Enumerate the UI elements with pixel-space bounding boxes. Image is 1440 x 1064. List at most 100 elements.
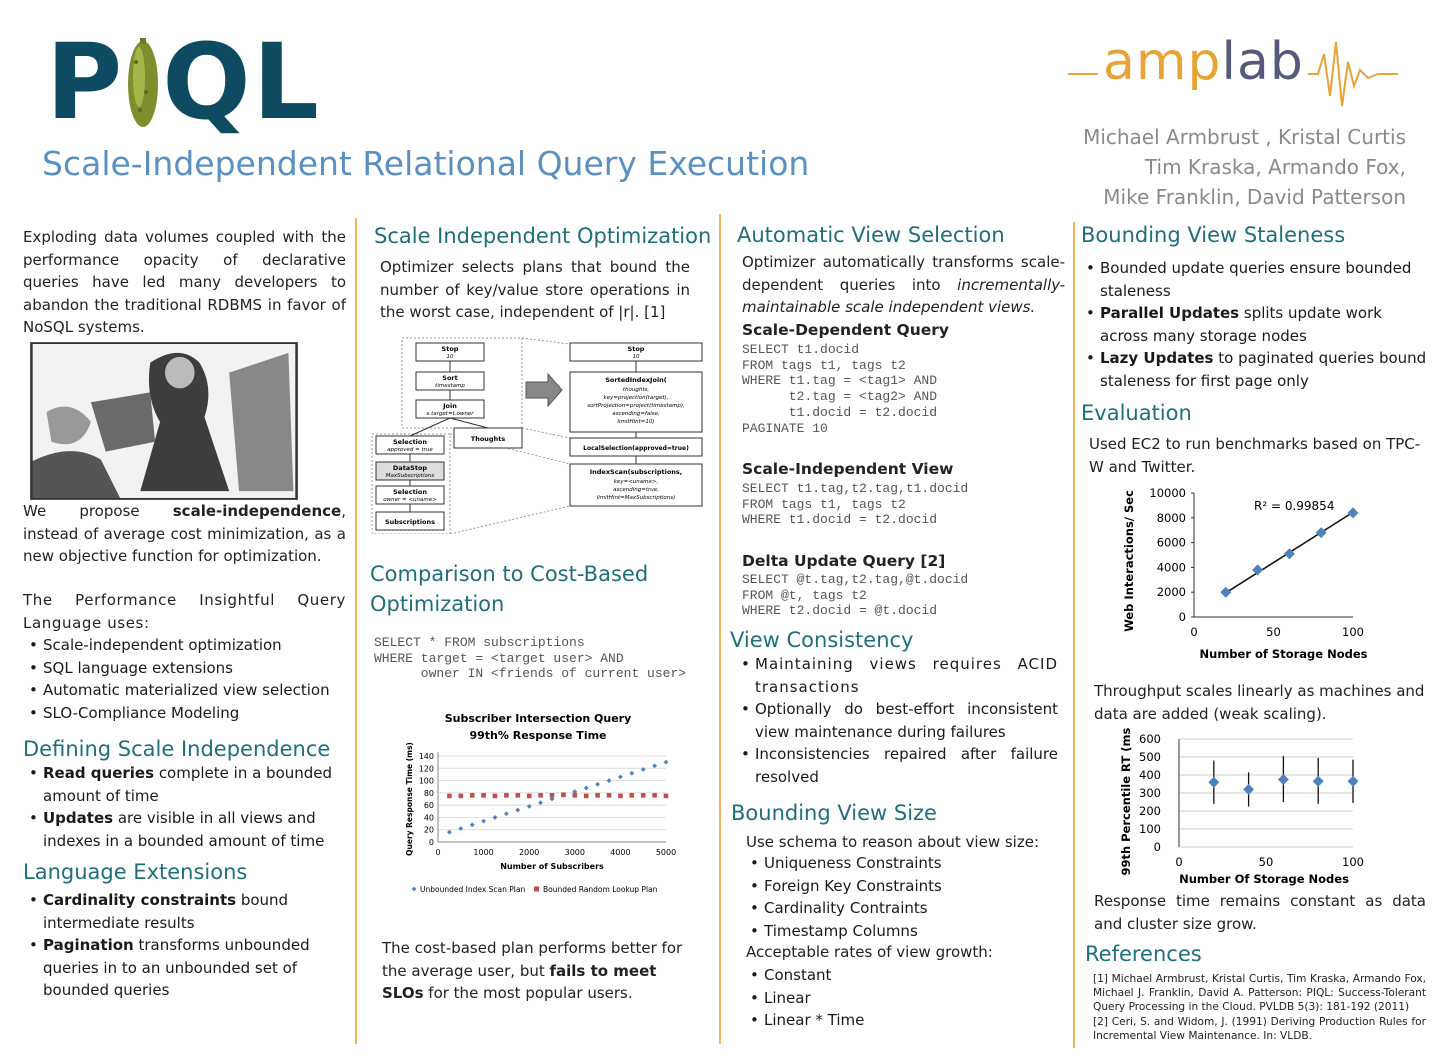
sdq-sql: SELECT t1.docid FROM tags t1, tags t2 WH… [742,342,938,436]
data-point [447,793,452,799]
comparison-paragraph: The cost-based plan performs better for … [382,937,697,1005]
data-point [640,767,646,772]
list-item: Timestamp Columns [746,920,1046,943]
language-list: Cardinality constraints bound intermedia… [25,889,325,1002]
data-point [561,792,566,797]
plan-node-selection: Selection approved = true [375,435,445,455]
y-tick-label: 20 [424,826,434,835]
evaluation-paragraph: Used EC2 to run benchmarks based on TPC-… [1089,435,1421,476]
data-point [572,789,578,795]
bvs-list: Uniqueness Constraints Foreign Key Const… [746,852,1046,942]
column-divider [355,218,357,1044]
data-point [458,826,464,831]
item-bold: Lazy Updates [1100,349,1214,367]
list-item: Linear * Time [746,1009,1046,1032]
data-point [538,793,543,798]
arrow-right-icon [525,372,563,408]
svg-text:LocalSelection(approved=true): LocalSelection(approved=true) [583,445,689,452]
duq-heading: Delta Update Query [2] [742,552,946,570]
author-line: Michael Armbrust , Kristal Curtis [1083,125,1406,149]
y-axis-label: 99th Percentile RT (ms) [1119,728,1133,876]
subscriber-chart: Subscriber Intersection Query 99th% Respo… [405,712,676,894]
x-tick-label: 0 [1175,855,1182,869]
data-point [595,781,600,787]
pickle-icon [128,38,159,127]
y-tick-label: 40 [424,813,434,822]
vc-heading: View Consistency [730,628,914,652]
reference-item: [2] Ceri, S. and Widom, J. (1991) Derivi… [1093,1015,1426,1042]
data-point [1312,775,1324,787]
plan-node-subscriptions: Subscriptions [375,511,445,531]
data-point [447,829,452,835]
plan-group [371,433,451,534]
y-tick-label: 120 [419,764,434,773]
x-tick-label: 4000 [610,848,630,857]
chart-title: 99th% Response Time [469,729,606,742]
item-text: Bounded update queries ensure bounded st… [1100,259,1412,300]
y-tick-label: 0 [1154,840,1161,854]
plan-node-thoughts: Thoughts [453,427,523,449]
svg-text:thoughts,: thoughts, [623,387,649,393]
y-tick-label: 6000 [1157,536,1186,550]
y-tick-label: 200 [1139,804,1161,818]
item-text: transforms unbounded queries in to an un… [43,936,310,999]
bvst-heading: Bounding View Staleness [1081,223,1346,247]
data-point [549,793,555,798]
data-point [481,818,486,824]
item-bold: Read queries [43,764,155,782]
data-point [1243,783,1255,795]
references-heading: References [1085,942,1202,966]
reference-item: [1] Michael Armbrust, Kristal Curtis, Ti… [1093,973,1426,1014]
svg-text:key=<uname>,: key=<uname>, [614,479,659,485]
data-point [504,811,509,817]
data-point [1277,774,1289,785]
data-point [1252,564,1264,576]
legend-label: Bounded Random Lookup Plan [543,885,658,894]
heading-line: Comparison to Cost-Based [370,562,649,586]
y-tick-label: 60 [424,801,434,810]
y-tick-label: 8000 [1157,511,1186,525]
data-point [595,793,600,798]
y-tick-label: 100 [1139,822,1161,836]
amplab-logo: amplab [1103,32,1304,92]
data-point [1315,527,1327,539]
y-tick-label: 400 [1139,768,1161,782]
data-point [606,778,612,783]
data-point [1347,507,1359,519]
x-tick-label: 50 [1259,855,1274,869]
list-item: Inconsistencies repaired after failure r… [737,743,1058,788]
plan-node-stop: Stop 10 [415,342,485,362]
x-tick-label: 50 [1266,625,1281,639]
data-point [492,793,498,799]
avs-italic: incrementally-maintainable scale indepen… [742,275,1065,317]
response-paragraph: Response time remains constant as data a… [1094,892,1426,933]
intro-paragraph: Exploding data volumes coupled with the … [23,228,346,336]
svg-text:owner = <uname>: owner = <uname> [383,497,437,503]
svg-text:Selection: Selection [393,488,427,496]
proposal-text: , instead of average cost minimization, … [23,502,346,565]
data-point [652,763,657,769]
svg-text:timestamp: timestamp [435,383,465,389]
proposal-bold: scale-independence [172,502,342,520]
data-point [572,793,578,798]
list-item: Lazy Updates to paginated queries bound … [1082,347,1427,392]
references-list: [1] Michael Armbrust, Kristal Curtis, Ti… [1093,972,1426,1043]
y-axis-label: Query Response Time (ms) [405,742,414,856]
data-point [515,807,521,813]
list-item: Updates are visible in all views and ind… [25,807,348,852]
x-axis-label: Number of Subscribers [500,862,604,871]
item-bold: Cardinality constraints [43,891,237,909]
poster-subtitle: Scale-Independent Relational Query Execu… [42,144,810,183]
data-point [515,793,521,798]
data-point [606,793,612,798]
svg-text:ascending=false,: ascending=false, [612,411,660,417]
throughput-chart: 0 2000 4000 6000 8000 10000 0 50 100 Number of St… [1122,486,1368,661]
y-tick-label: 600 [1139,732,1161,746]
piql-uses-list: Scale-independent optimization SQL langu… [25,634,348,724]
list-item: SQL language extensions [25,657,348,680]
y-tick-label: 140 [419,752,434,761]
svg-text:limitHint=10): limitHint=10) [617,419,654,425]
siv-heading: Scale-Independent View [742,460,954,478]
data-point [538,800,543,806]
author-line: Mike Franklin, David Patterson [1103,185,1406,209]
